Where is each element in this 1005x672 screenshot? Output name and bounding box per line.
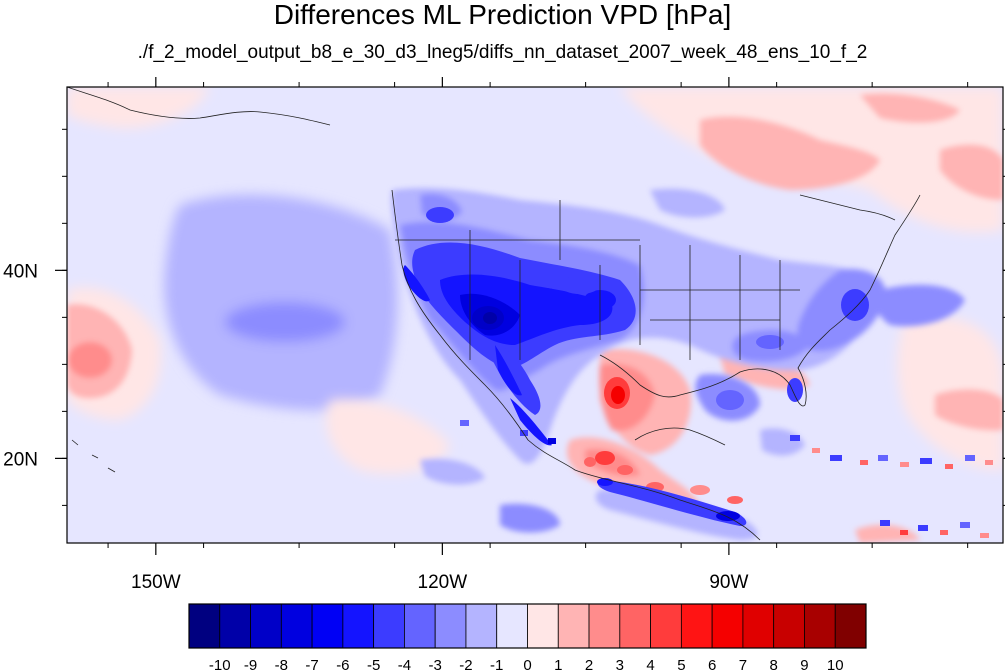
- colorbar-swatch: [650, 603, 682, 649]
- latitude-axis: 40N 20N: [3, 128, 1005, 506]
- colorbar-label: 9: [800, 657, 808, 672]
- colorbar-label: -2: [459, 657, 472, 672]
- colorbar-label: 7: [739, 657, 747, 672]
- colorbar-label: -1: [490, 657, 503, 672]
- colorbar-swatch: [373, 603, 405, 649]
- lon-tick-label: 150W: [131, 572, 181, 593]
- colorbar-label: -9: [244, 657, 257, 672]
- colorbar-swatch: [557, 603, 590, 649]
- colorbar-label: 2: [585, 657, 593, 672]
- colorbar-swatch: [188, 603, 221, 649]
- colorbar-swatch: [280, 603, 313, 649]
- colorbar-label: 1: [554, 657, 562, 672]
- colorbar-swatch: [680, 603, 713, 649]
- colorbar: -10 -9 -8 -7 -6 -5 -4 -3 -2 -1 0 1 2 3 4 5 6 7 8 9 10: [188, 603, 867, 672]
- colorbar-swatch: [434, 603, 467, 649]
- colorbar-swatch: [311, 603, 344, 649]
- map-frame: [66, 86, 1004, 544]
- colorbar-label: 3: [616, 657, 624, 672]
- colorbar-swatch: [342, 603, 375, 649]
- colorbar-label: -3: [429, 657, 442, 672]
- colorbar-label: 10: [827, 657, 844, 672]
- colorbar-swatch: [250, 603, 282, 649]
- colorbar-swatch: [404, 603, 436, 649]
- colorbar-label: 6: [708, 657, 716, 672]
- longitude-axis: 150W 120W 90W: [107, 77, 969, 593]
- colorbar-swatch: [588, 603, 621, 649]
- page-subtitle: ./f_2_model_output_b8_e_30_d3_lneg5/diff…: [137, 42, 868, 63]
- colorbar-swatch: [742, 603, 775, 649]
- colorbar-label: 0: [523, 657, 531, 672]
- colorbar-swatch: [527, 603, 559, 649]
- colorbar-label: 4: [646, 657, 654, 672]
- colorbar-swatch: [465, 603, 498, 649]
- speckled-cells: [460, 420, 993, 538]
- deep-negative-core: [403, 207, 869, 526]
- lat-tick-label: 20N: [3, 449, 38, 470]
- colorbar-label: -8: [275, 657, 288, 672]
- colorbar-swatch: [773, 603, 805, 649]
- colorbar-label: 5: [677, 657, 685, 672]
- colorbar-swatch: [804, 603, 836, 649]
- lon-tick-label: 120W: [418, 572, 468, 593]
- colorbar-swatch: [834, 603, 867, 649]
- colorbar-swatch: [496, 603, 528, 649]
- colorbar-label: -4: [398, 657, 411, 672]
- colorbar-label: -10: [209, 657, 231, 672]
- map-field: [67, 87, 1003, 543]
- lat-tick-label: 40N: [3, 261, 38, 282]
- colorbar-label: 8: [770, 657, 778, 672]
- lon-tick-label: 90W: [709, 572, 748, 593]
- colorbar-swatch: [219, 603, 251, 649]
- coastlines: [67, 87, 921, 541]
- colorbar-frame: [188, 603, 867, 649]
- colorbar-label: -7: [305, 657, 318, 672]
- pacific-negative-region: [164, 194, 398, 411]
- colorbar-swatch: [619, 603, 651, 649]
- page-title: Differences ML Prediction VPD [hPa]: [273, 0, 732, 30]
- colorbar-label: -6: [336, 657, 349, 672]
- colorbar-label: -5: [367, 657, 380, 672]
- colorbar-swatch: [711, 603, 744, 649]
- strong-positive-patches: [584, 377, 743, 504]
